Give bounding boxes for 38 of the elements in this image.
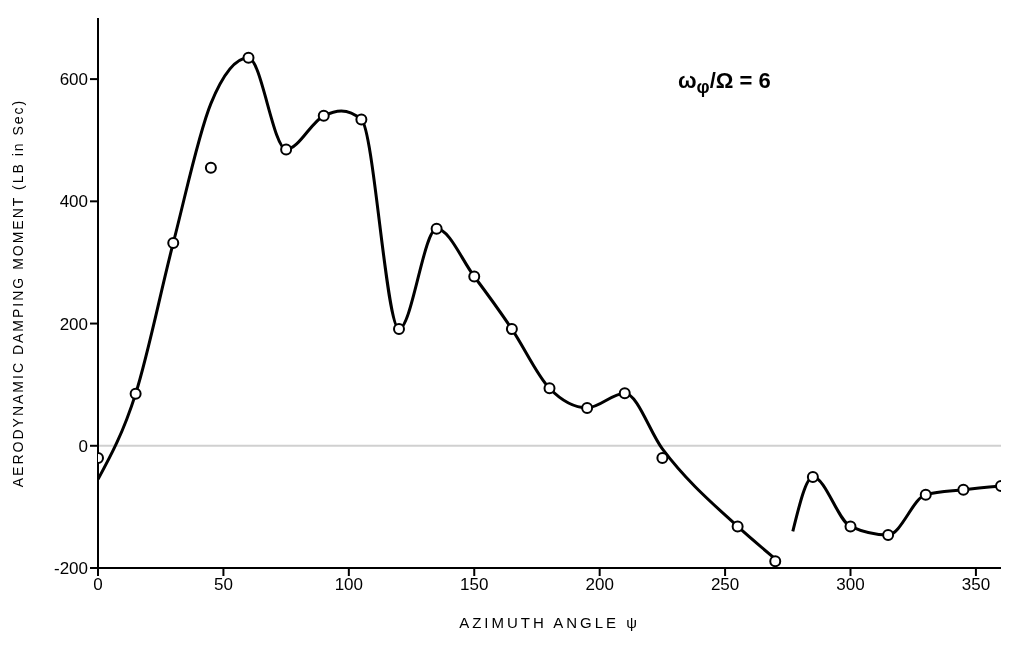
point bbox=[355, 113, 368, 126]
point bbox=[844, 520, 857, 533]
point bbox=[919, 488, 932, 501]
x-tick-label: 250 bbox=[710, 575, 740, 595]
point bbox=[957, 483, 970, 496]
point bbox=[882, 529, 895, 541]
point bbox=[129, 387, 142, 400]
y-tick-label: 400 bbox=[59, 192, 88, 212]
x-axis-title: AZIMUTH ANGLE ψ bbox=[459, 614, 640, 631]
x-tick-label: 150 bbox=[460, 575, 489, 595]
x-tick-label: 100 bbox=[334, 575, 364, 595]
point bbox=[242, 51, 255, 64]
point bbox=[393, 323, 405, 336]
point bbox=[505, 323, 518, 336]
x-tick-label: 200 bbox=[585, 575, 614, 595]
y-tick-label: 0 bbox=[78, 436, 88, 456]
point bbox=[543, 382, 556, 395]
x-tick-label: 350 bbox=[961, 575, 991, 595]
annotation: ω$_{φ}$/Ω = 6 bbox=[678, 68, 771, 99]
x-tick-label: 50 bbox=[213, 575, 233, 595]
y-axis-title: AERODYNAMIC DAMPING MOMENT (LB in Sec) bbox=[9, 98, 26, 488]
point bbox=[618, 387, 631, 400]
point bbox=[468, 270, 481, 283]
point bbox=[317, 109, 330, 122]
point bbox=[806, 470, 819, 483]
point bbox=[204, 161, 217, 174]
point bbox=[167, 236, 180, 249]
x-tick-label: 300 bbox=[836, 575, 865, 595]
point bbox=[769, 555, 782, 568]
y-tick-label: 200 bbox=[59, 314, 88, 334]
point bbox=[430, 222, 443, 235]
y-tick-label: -200 bbox=[53, 559, 88, 579]
point bbox=[280, 143, 293, 156]
point bbox=[581, 401, 594, 414]
x-tick-label: 0 bbox=[93, 575, 103, 595]
point bbox=[731, 520, 744, 533]
y-tick-label: 600 bbox=[59, 70, 88, 90]
point bbox=[656, 452, 669, 464]
